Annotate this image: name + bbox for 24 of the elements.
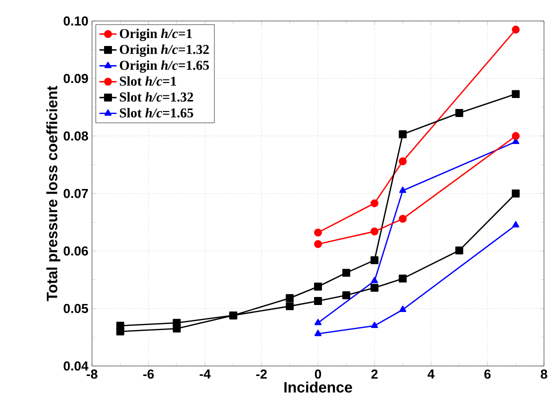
y-tick-label: 0.06 — [64, 246, 88, 256]
legend-label: Slot h/c=1.65 — [120, 108, 194, 118]
y-tick-label: 0.04 — [64, 361, 88, 371]
legend-label: Origin h/c=1.65 — [120, 60, 209, 73]
y-tick-label: 0.08 — [64, 131, 88, 141]
y-tick-label: 0.10 — [64, 16, 88, 26]
x-tick-label: -8 — [86, 370, 98, 379]
x-tick-label: 2 — [371, 370, 378, 379]
x-tick-label: -6 — [143, 370, 154, 379]
y-axis-title: Total pressure loss coefficient — [46, 86, 60, 302]
legend-label: Origin h/c=1 — [120, 28, 192, 41]
legend-label: Slot h/c=1 — [120, 76, 176, 86]
x-tick-label: -4 — [200, 370, 211, 378]
x-tick-label: 8 — [540, 370, 548, 379]
y-tick-label: 0.07 — [64, 188, 88, 198]
x-tick-label: 0 — [314, 370, 322, 379]
y-tick-label: 0.09 — [64, 74, 88, 84]
x-axis-title: Incidence — [284, 382, 352, 393]
x-tick-label: 4 — [428, 370, 435, 378]
legend-label: Origin h/c=1.32 — [120, 44, 209, 57]
x-tick-label: 6 — [484, 370, 491, 379]
y-tick-label: 0.05 — [64, 304, 88, 314]
x-tick-label: -2 — [256, 370, 267, 379]
legend-label: Slot h/c=1.32 — [120, 92, 194, 102]
